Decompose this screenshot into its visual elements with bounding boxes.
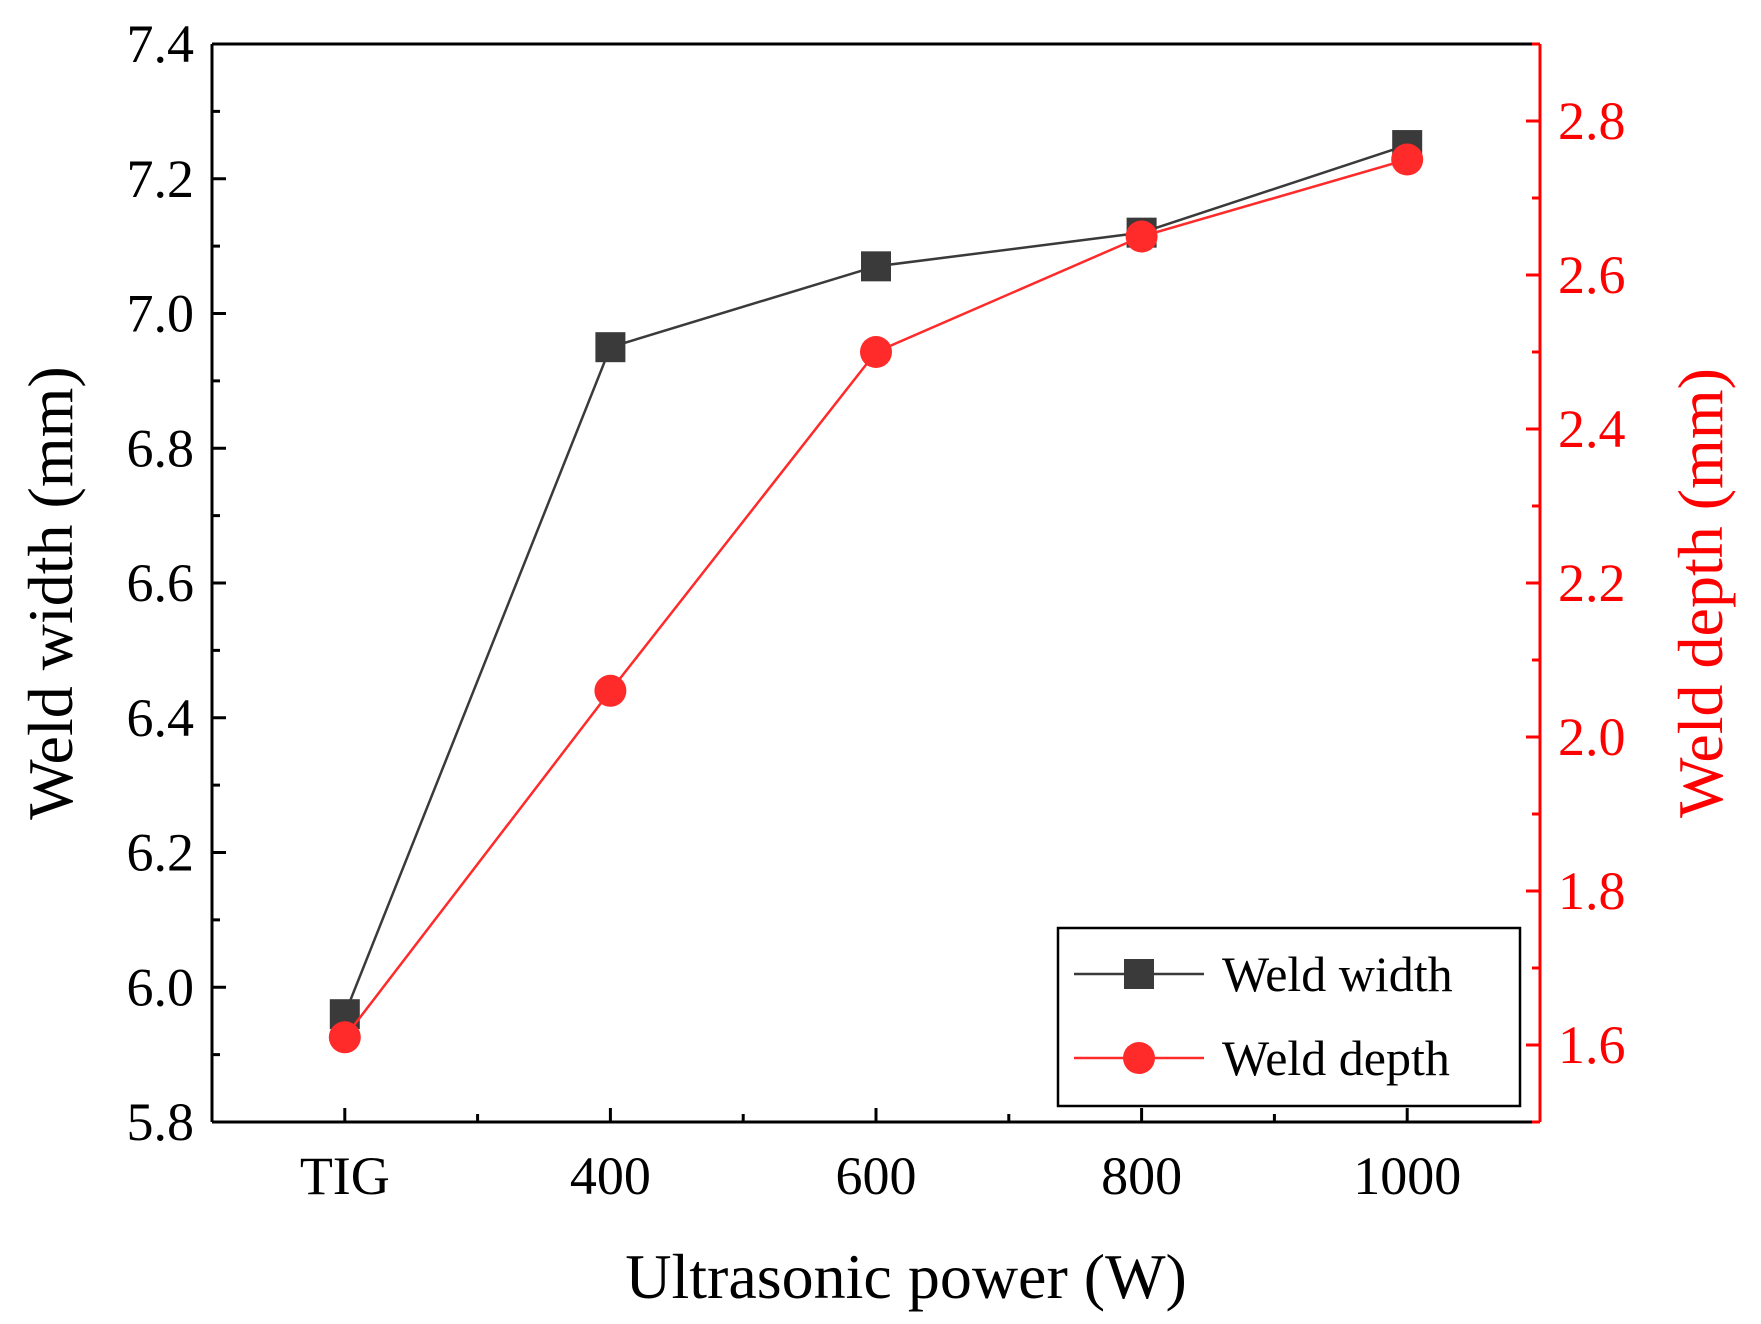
x-tick-label: 400 <box>570 1146 651 1206</box>
weld-depth-point <box>328 1021 361 1054</box>
right-y-tick-label: 2.0 <box>1558 707 1626 767</box>
right-y-tick-label: 1.8 <box>1558 861 1626 921</box>
weld-depth-point <box>1391 143 1424 176</box>
left-y-tick-label: 5.8 <box>127 1092 195 1152</box>
x-tick-label: TIG <box>300 1146 390 1206</box>
right-y-axis-title: Weld depth (mm) <box>1665 368 1736 818</box>
left-y-tick-label: 7.4 <box>127 14 195 74</box>
legend-label-weld-depth: Weld depth <box>1222 1030 1450 1086</box>
weld-width-point <box>595 332 626 363</box>
x-tick-label: 600 <box>836 1146 917 1206</box>
weld-depth-point <box>1125 220 1158 253</box>
left-y-axis-title: Weld width (mm) <box>15 366 86 819</box>
right-y-tick-label: 2.6 <box>1558 245 1626 305</box>
right-y-tick-label: 2.2 <box>1558 553 1626 613</box>
x-tick-label: 1000 <box>1353 1146 1461 1206</box>
legend-circle-marker <box>1123 1042 1155 1074</box>
left-y-tick-label: 6.8 <box>127 418 195 478</box>
right-y-tick-label: 2.8 <box>1558 91 1626 151</box>
legend-square-marker <box>1124 959 1154 989</box>
weld-width-point <box>861 251 891 282</box>
right-y-tick-label: 1.6 <box>1558 1015 1626 1075</box>
x-axis-title: Ultrasonic power (W) <box>625 1241 1187 1312</box>
x-tick-label: 800 <box>1101 1146 1182 1206</box>
left-y-tick-label: 7.2 <box>127 149 195 209</box>
weld-depth-point <box>594 674 627 707</box>
weld-depth-point <box>860 336 892 368</box>
right-y-tick-label: 2.4 <box>1558 399 1626 459</box>
left-y-tick-label: 6.2 <box>127 823 195 883</box>
legend-box <box>1056 926 1522 1108</box>
left-y-tick-label: 6.0 <box>127 957 195 1017</box>
series-line-weld-depth <box>343 158 1408 1039</box>
left-y-tick-label: 6.4 <box>127 688 195 748</box>
left-y-tick-label: 6.6 <box>127 553 195 613</box>
left-y-tick-label: 7.0 <box>127 284 195 344</box>
legend-label-weld-width: Weld width <box>1222 946 1453 1002</box>
